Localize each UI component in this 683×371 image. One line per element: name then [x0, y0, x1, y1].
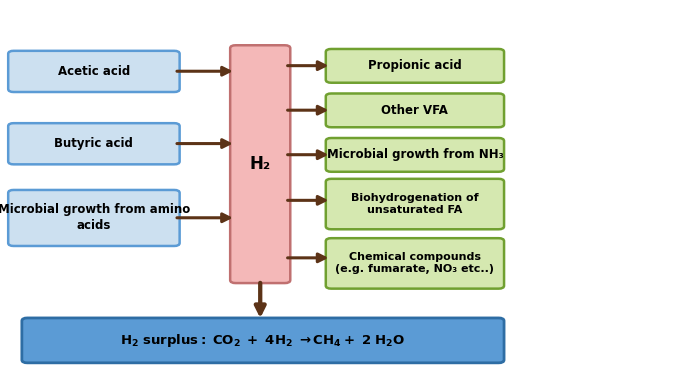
- Text: Chemical compounds
(e.g. fumarate, NO₃ etc..): Chemical compounds (e.g. fumarate, NO₃ e…: [335, 252, 494, 275]
- FancyBboxPatch shape: [326, 238, 504, 289]
- Text: Propionic acid: Propionic acid: [368, 59, 462, 72]
- Text: Biohydrogenation of
unsaturated FA: Biohydrogenation of unsaturated FA: [351, 193, 479, 215]
- FancyBboxPatch shape: [8, 190, 180, 246]
- FancyBboxPatch shape: [230, 45, 290, 283]
- FancyBboxPatch shape: [8, 51, 180, 92]
- Text: H₂: H₂: [250, 155, 270, 173]
- Text: Other VFA: Other VFA: [382, 104, 448, 117]
- Text: Microbial growth from NH₃: Microbial growth from NH₃: [326, 148, 503, 161]
- Text: Butyric acid: Butyric acid: [55, 137, 133, 150]
- Text: $\mathbf{H_2}$ $\mathbf{surplus:\ CO_2\ +\ 4H_2\ \rightarrow CH_4+\ 2\ H_2O}$: $\mathbf{H_2}$ $\mathbf{surplus:\ CO_2\ …: [120, 332, 406, 349]
- FancyBboxPatch shape: [326, 93, 504, 127]
- FancyBboxPatch shape: [326, 179, 504, 229]
- FancyBboxPatch shape: [22, 318, 504, 363]
- FancyBboxPatch shape: [326, 49, 504, 83]
- FancyBboxPatch shape: [8, 123, 180, 164]
- Text: Acetic acid: Acetic acid: [58, 65, 130, 78]
- Text: Microbial growth from amino
acids: Microbial growth from amino acids: [0, 203, 190, 233]
- FancyBboxPatch shape: [326, 138, 504, 172]
